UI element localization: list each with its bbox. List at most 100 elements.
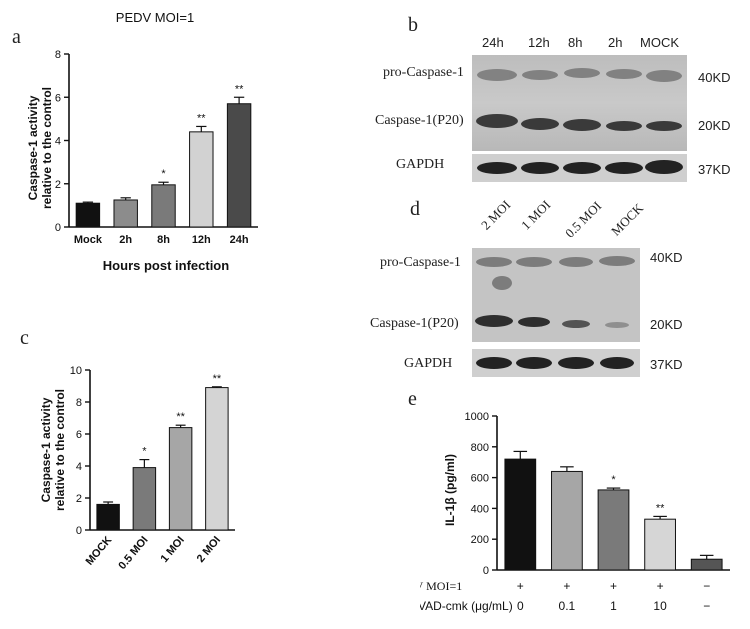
chart-a-bar-1 — [113, 199, 138, 228]
chart-a-category-label-3: 12h — [192, 234, 211, 246]
chart-a-xlabel: Hours post infection — [103, 258, 229, 273]
chart-e-condition-value: 1 — [610, 599, 617, 613]
chart-a-ytick-label: 0 — [55, 222, 61, 234]
chart-e-ylabel: IL-1β (pg/ml) — [443, 454, 457, 526]
chart-e-condition-value: + — [610, 579, 617, 593]
blot-b-lane-1: 24h — [482, 35, 504, 50]
chart-a-bar-3 — [189, 131, 214, 228]
chart-e-bar-3 — [644, 518, 676, 571]
chart-c-ylabel-line1: Caspase-1 activity — [39, 397, 53, 502]
chart-a-category-label-2: 8h — [157, 234, 170, 246]
blot-b-band-label-gapdh: GAPDH — [396, 157, 445, 172]
blot-d-lane-1: 2 MOI — [478, 197, 514, 233]
chart-c-ytick-label: 6 — [76, 429, 82, 441]
chart-e-ytick-label: 200 — [471, 534, 489, 546]
chart-e-bar-4 — [690, 558, 723, 571]
blot-d-band-label-pro-caspase: pro-Caspase-1 — [380, 255, 461, 270]
chart-a-sig-4: ** — [235, 83, 244, 95]
blot-d-lane-2: 1 MOI — [518, 197, 554, 233]
chart-a-bar-2 — [151, 184, 176, 228]
blot-b-main-membrane — [472, 55, 687, 151]
blot-b-gapdh-membrane — [472, 154, 687, 182]
chart-c-ytick-label: 8 — [76, 397, 82, 409]
chart-c-category-label-0: MOCK — [84, 534, 115, 568]
chart-e-condition-value: + — [517, 579, 524, 593]
chart-e-condition-value: 10 — [653, 599, 667, 613]
chart-e-sig-3: ** — [656, 502, 665, 514]
chart-c-bar-0 — [96, 503, 120, 531]
blot-b-lane-4: 2h — [608, 35, 623, 50]
chart-e-ytick-label: 1000 — [465, 411, 489, 423]
chart-e-ytick-label: 400 — [471, 503, 489, 515]
chart-c-bar-2 — [168, 427, 193, 531]
blot-d-kd-20: 20KD — [650, 317, 683, 332]
chart-a-sig-2: * — [161, 168, 166, 180]
chart-c-sig-3: ** — [213, 373, 222, 385]
blot-b-band-label-p20: Caspase-1(P20) — [375, 113, 464, 128]
chart-e-ytick-label: 0 — [483, 565, 489, 577]
chart-a-ylabel-line2: relative to the control — [40, 87, 54, 209]
blot-b-lane-3: 8h — [568, 35, 583, 50]
chart-a-ytick-label: 4 — [55, 136, 61, 148]
blot-d-band-label-gapdh: GAPDH — [404, 356, 453, 371]
chart-c-ytick-label: 0 — [76, 525, 82, 537]
blot-d-band-label-p20: Caspase-1(P20) — [370, 316, 459, 331]
panel-label-c: c — [20, 327, 29, 349]
blot-b-band-label-pro-caspase: pro-Caspase-1 — [383, 65, 464, 80]
blot-d-lane-4: MOCK — [608, 200, 647, 239]
chart-e-condition-value: + — [563, 579, 570, 593]
chart-a-ylabel-line1: Caspase-1 activity — [26, 95, 40, 200]
chart-e-bar-0 — [504, 458, 537, 571]
chart-e-sig-2: * — [611, 474, 616, 486]
blot-b-lane-5: MOCK — [640, 35, 679, 50]
panel-label-d: d — [410, 198, 420, 220]
chart-c-ytick-label: 10 — [70, 365, 82, 377]
chart-c-sig-2: ** — [176, 411, 185, 423]
chart-a-bar-4 — [226, 103, 252, 228]
chart-e-condition-value: 0 — [517, 599, 524, 613]
chart-e-bar-1 — [551, 470, 583, 571]
blot-b-kd-40: 40KD — [698, 70, 731, 85]
chart-c-ytick-label: 4 — [76, 461, 82, 473]
chart-a-category-label-1: 2h — [119, 234, 132, 246]
chart-e-condition-label-0: PEDV MOI=1 — [420, 579, 462, 593]
chart-a-ytick-label: 2 — [55, 179, 61, 191]
chart-c-sig-1: * — [142, 446, 147, 458]
chart-c-category-label-2: 1 MOI — [158, 534, 186, 565]
chart-e-condition-value: 0.1 — [559, 599, 576, 613]
chart-a-category-label-0: Mock — [74, 234, 103, 246]
chart-c-bar-3 — [205, 387, 229, 531]
chart-c-bar-1 — [132, 467, 157, 531]
chart-a-sig-3: ** — [197, 112, 206, 124]
chart-a-ytick-label: 6 — [55, 92, 61, 104]
chart-c-category-label-3: 2 MOI — [195, 534, 223, 565]
blot-d-kd-40: 40KD — [650, 250, 683, 265]
chart-c-ytick-label: 2 — [76, 493, 82, 505]
chart-a-bar-0 — [75, 202, 101, 228]
panel-label-b: b — [408, 14, 418, 36]
chart-a-ytick-label: 8 — [55, 49, 61, 61]
chart-c-ylabel-line2: relative to the control — [53, 389, 67, 511]
chart-e-condition-label-1: Ac-YVAD-cmk (μg/mL) — [420, 599, 513, 613]
chart-e-ytick-label: 600 — [471, 473, 489, 485]
blot-d-kd-37: 37KD — [650, 357, 683, 372]
chart-e-ytick-label: 800 — [471, 442, 489, 454]
blot-b-kd-20: 20KD — [698, 118, 731, 133]
chart-c: Caspase-1 activity relative to the contr… — [39, 365, 235, 572]
blot-d-lane-3: 0.5 MOI — [562, 198, 605, 241]
panel-label-e: e — [408, 388, 417, 410]
chart-c-category-label-1: 0.5 MOI — [116, 534, 150, 572]
chart-e-condition-value: + — [657, 579, 664, 593]
blot-b-kd-37: 37KD — [698, 162, 731, 177]
chart-a-category-label-4: 24h — [230, 234, 249, 246]
chart-e-condition-value: − — [703, 599, 710, 613]
blot-d-main-membrane — [472, 248, 640, 342]
chart-a-title: PEDV MOI=1 — [116, 10, 194, 25]
blot-d-gapdh-membrane — [472, 349, 640, 377]
chart-a: PEDV MOI=1 Caspase-1 activity relative t… — [26, 10, 258, 273]
panel-label-a: a — [12, 26, 21, 48]
chart-e-bar-2 — [597, 489, 630, 571]
blot-b-lane-2: 12h — [528, 35, 550, 50]
chart-e-condition-value: − — [703, 579, 710, 593]
